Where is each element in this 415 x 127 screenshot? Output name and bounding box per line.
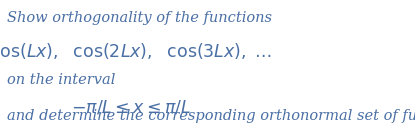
Text: on the interval: on the interval bbox=[7, 73, 115, 87]
Text: and determine the corresponding orthonormal set of functions.: and determine the corresponding orthonor… bbox=[7, 109, 415, 123]
Text: Show orthogonality of the functions: Show orthogonality of the functions bbox=[7, 11, 271, 25]
Text: $\mathrm{cos}(Lx),\ \ \mathrm{cos}(2Lx),\ \ \mathrm{cos}(3Lx),\ \ldots$: $\mathrm{cos}(Lx),\ \ \mathrm{cos}(2Lx),… bbox=[0, 41, 272, 61]
Text: $-\pi/L \leq x \leq \pi/L$: $-\pi/L \leq x \leq \pi/L$ bbox=[71, 98, 191, 116]
